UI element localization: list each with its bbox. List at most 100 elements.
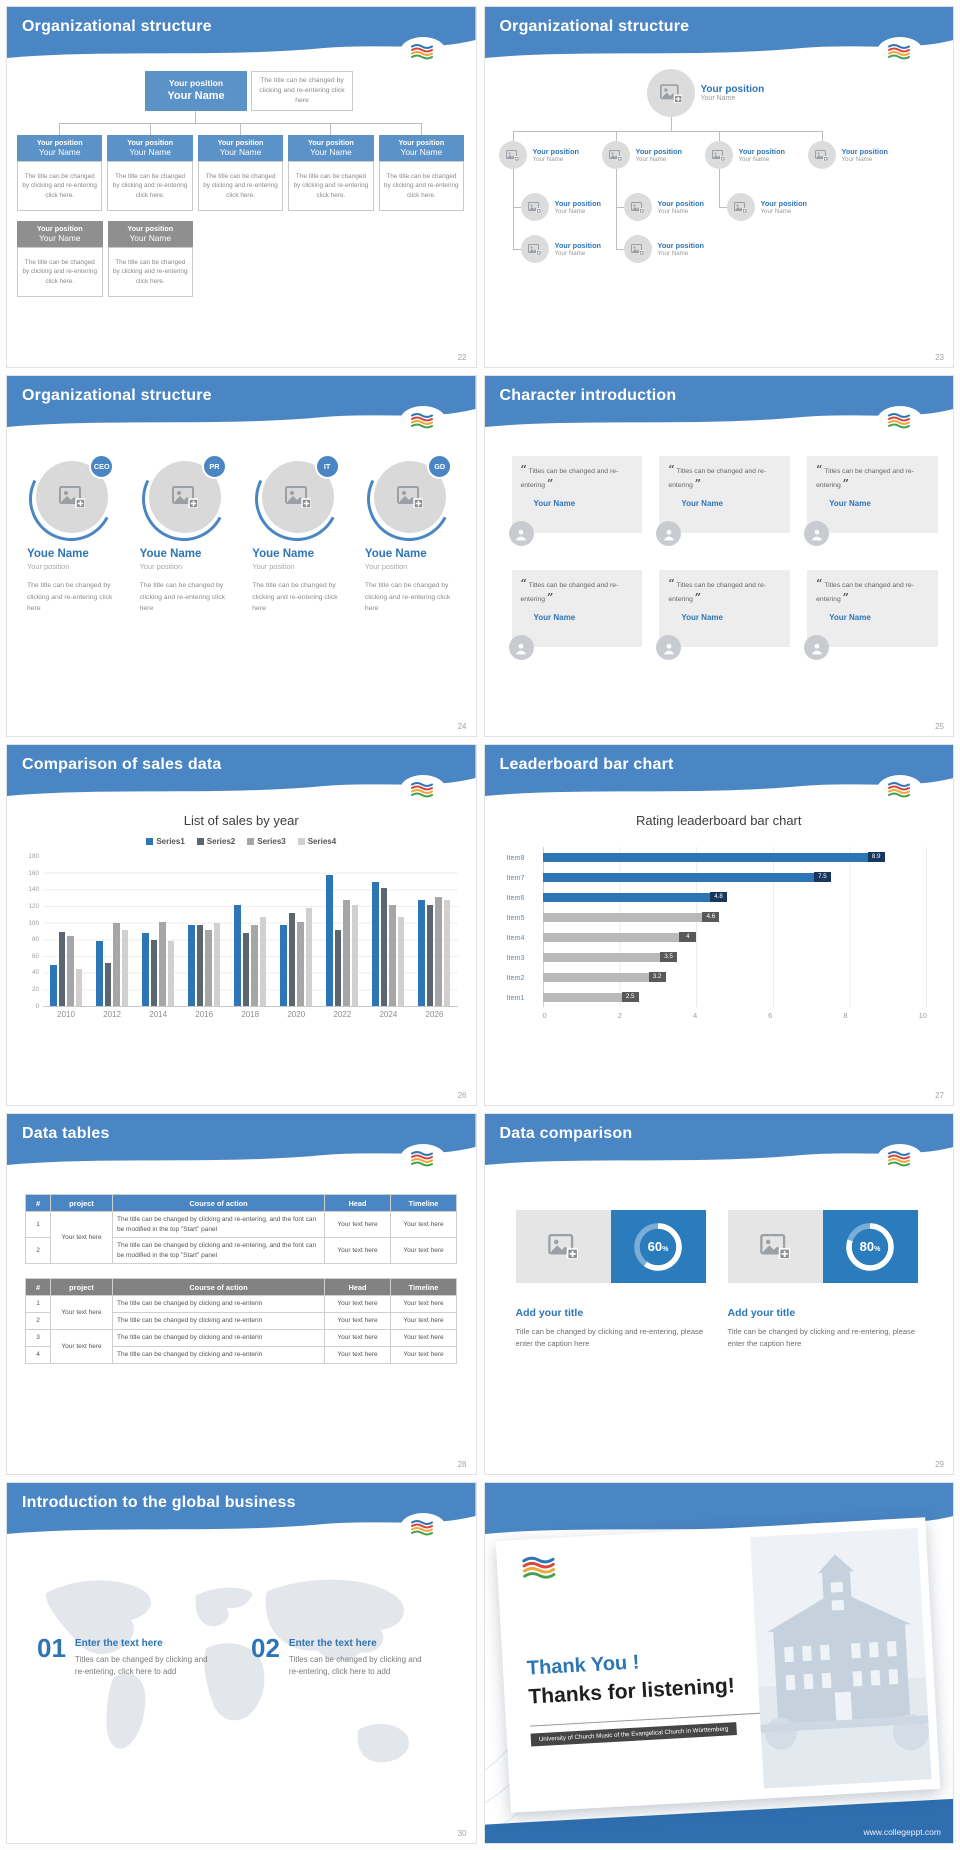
bar (50, 964, 57, 1006)
slide-22-organizational-structure[interactable]: Organizational structure Your position Y… (6, 6, 477, 368)
bar (188, 924, 195, 1006)
slide-26-sales-comparison-chart[interactable]: Comparison of sales data List of sales b… (6, 744, 477, 1106)
slide-27-leaderboard-chart[interactable]: Leaderboard bar chart Rating leaderboard… (483, 744, 954, 1106)
legend-label: Series4 (307, 837, 337, 846)
bar (372, 881, 379, 1006)
logo-flag-icon (410, 1519, 436, 1536)
slide-title: Data comparison (499, 1125, 633, 1142)
slide-header: Organizational structure (484, 7, 953, 67)
bar-track: 7.5 (542, 872, 928, 882)
y-tick-label: 60 (31, 952, 39, 960)
org-node: Your position Your Name The title can be … (17, 135, 103, 211)
bar (205, 929, 212, 1006)
org-name: Your Name (657, 208, 689, 215)
quote-open-icon: “ (668, 463, 675, 476)
y-tick-label: 160 (28, 869, 39, 877)
photo-placeholder (623, 193, 652, 221)
slide-title: Character introduction (499, 387, 677, 404)
slide-25-character-introduction[interactable]: Character introduction “ Titles can be c… (483, 375, 954, 737)
divider (529, 1711, 775, 1727)
value-label: 3.5 (660, 952, 678, 962)
image-placeholder-icon (609, 150, 622, 161)
org-node: Your position Your Name The title can be … (288, 135, 374, 211)
table-cell: Your text here (390, 1295, 457, 1313)
bar (96, 941, 103, 1006)
quote-text: “ Titles can be changed and re-entering … (520, 463, 619, 490)
org-position: Your position (127, 137, 173, 147)
bar (435, 896, 442, 1006)
org-position: Your position (398, 137, 445, 147)
quote-open-icon: “ (816, 463, 823, 476)
image-placeholder-icon (285, 486, 311, 508)
slide-30-global-business[interactable]: Introduction to the global business 01 E… (6, 1482, 477, 1844)
website-url: www.collegeppt.com (863, 1827, 941, 1837)
connector-line (512, 131, 822, 132)
org-position: Your position (738, 147, 785, 156)
photo-placeholder (520, 235, 549, 263)
donut-chart: 80% (842, 1219, 898, 1275)
role-badge: CEO (89, 454, 115, 479)
connector-line (330, 123, 331, 135)
y-tick-label: 180 (28, 853, 39, 860)
donut-chart: 60% (630, 1219, 686, 1275)
org-row-1: Your position Your Name The title can be … (17, 135, 465, 211)
table-cell: The title can be changed by clicking and… (112, 1295, 325, 1313)
org-position: Your position (217, 137, 264, 147)
character-grid: “ Titles can be changed and re-entering … (508, 456, 939, 660)
step-number: 02 (251, 1633, 280, 1663)
bar-group (188, 857, 221, 1006)
org-node: Your position Your Name (704, 141, 785, 169)
org-desc: The title can be changed by clicking and… (17, 161, 103, 211)
slide-header: Data comparison (484, 1114, 953, 1174)
bar (542, 892, 728, 902)
slide-24-organizational-structure[interactable]: Organizational structure CEO Youe Name Y… (6, 375, 477, 737)
donut-panel: 60% (610, 1210, 706, 1283)
page-number: 25 (935, 722, 944, 731)
connector-line (421, 123, 422, 135)
image-placeholder-icon (760, 1234, 790, 1259)
logo-flag-icon (887, 43, 913, 60)
org-position: Your position (635, 147, 682, 156)
category-label: Item4 (506, 932, 525, 942)
bar-track: 2.5 (542, 992, 928, 1002)
org-name: Your Name (129, 233, 172, 244)
org-name: Your Name (554, 250, 586, 257)
slide-header: Organizational structure (7, 376, 476, 436)
character-name: Your Name (829, 499, 871, 509)
org-position: Your position (308, 137, 354, 147)
leaderboard-row: Item2 3.2 (507, 967, 928, 987)
avatar (508, 521, 534, 546)
slide-header: Data tables (7, 1114, 476, 1174)
character-name: Your Name (533, 499, 576, 509)
org-name: Your Name (129, 147, 171, 158)
slide-29-data-comparison[interactable]: Data comparison 60% Add your title Titl (483, 1113, 954, 1475)
bar (443, 900, 451, 1006)
legend-swatch (196, 838, 204, 845)
table-cell: Your text here (324, 1312, 391, 1330)
quote-close-icon: ” (546, 476, 554, 490)
character-name: Your Name (681, 499, 723, 509)
org-name: Your Name (38, 233, 81, 244)
table-cell: 4 (25, 1346, 51, 1364)
org-position: Your position (657, 241, 704, 250)
org-name: Your Name (167, 90, 225, 103)
connector-line (59, 123, 60, 135)
col-header: project (50, 1278, 113, 1296)
slide-31-thank-you[interactable]: Thank You ! Thanks for listening! Univer… (483, 1482, 954, 1844)
org-name: Your Name (635, 156, 667, 163)
header-wave (7, 745, 476, 796)
org-node: Your position Your Name (807, 141, 888, 169)
slide-28-data-tables[interactable]: Data tables # project Course of action H… (6, 1113, 477, 1475)
org-node: Your position Your Name The title can be … (197, 135, 284, 211)
org-position: Your position (168, 78, 224, 89)
slide-23-organizational-structure[interactable]: Organizational structure Your position Yo… (483, 6, 954, 368)
slide-header: Introduction to the global business (7, 1483, 476, 1543)
org-position: Your position (554, 199, 601, 208)
quote-open-icon: “ (816, 577, 823, 590)
character-name: Your Name (681, 613, 723, 623)
bar (196, 924, 204, 1006)
bar (280, 924, 287, 1006)
org-desc: The title can be changed by clicking and… (378, 161, 465, 211)
logo (399, 1513, 446, 1542)
org-name: Your Name (700, 95, 736, 102)
